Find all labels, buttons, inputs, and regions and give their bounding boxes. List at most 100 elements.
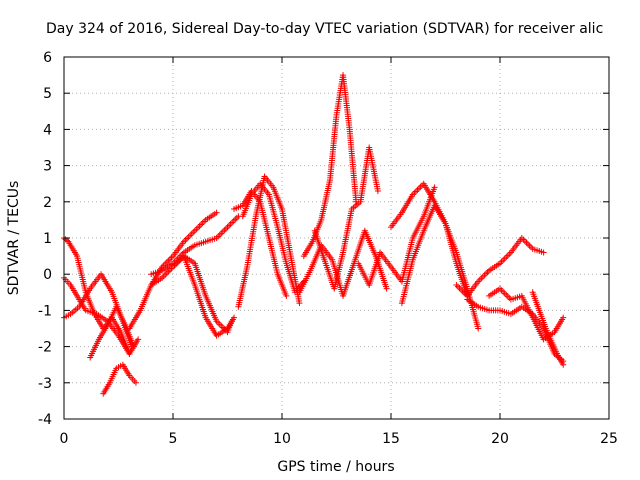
data-point	[506, 251, 513, 258]
data-point	[383, 285, 390, 292]
data-point	[501, 290, 508, 297]
data-point	[476, 276, 483, 283]
data-point	[193, 226, 200, 233]
data-point	[374, 187, 381, 194]
data-point	[216, 321, 223, 328]
data-point	[521, 238, 528, 245]
data-point	[160, 273, 167, 280]
series-track-8	[170, 253, 238, 339]
data-point	[453, 282, 460, 289]
y-tick-label: 4	[43, 122, 52, 138]
data-point	[475, 325, 482, 332]
data-point	[218, 230, 225, 237]
x-tick-label: 25	[600, 431, 618, 447]
data-point	[506, 294, 513, 301]
x-tick-label: 20	[491, 431, 509, 447]
y-tick-label: -2	[38, 340, 52, 356]
data-point	[196, 223, 203, 230]
y-tick-label: 5	[43, 86, 52, 102]
series-track-4	[100, 361, 139, 397]
y-tick-label: -3	[38, 376, 52, 392]
data-point	[481, 272, 488, 279]
data-point	[525, 241, 532, 248]
series-track-5	[87, 303, 137, 361]
data-marks	[61, 72, 567, 397]
y-tick-label: -4	[38, 412, 52, 428]
data-point	[503, 291, 510, 298]
data-point	[503, 254, 510, 261]
data-point	[526, 242, 533, 249]
data-point	[412, 188, 419, 195]
data-point	[411, 190, 418, 197]
series-track-19	[453, 235, 547, 299]
data-point	[454, 283, 461, 290]
data-point	[130, 343, 137, 350]
series-track-9	[148, 213, 242, 278]
data-point	[184, 235, 191, 242]
data-point	[191, 227, 198, 234]
data-point	[296, 300, 303, 307]
data-point	[283, 292, 290, 299]
data-point	[226, 222, 233, 229]
data-point	[504, 252, 511, 259]
data-point	[198, 221, 205, 228]
data-point	[232, 216, 239, 223]
data-point	[135, 336, 142, 343]
series-track-16	[355, 184, 438, 289]
data-point	[540, 249, 547, 256]
data-point	[227, 221, 234, 228]
data-point	[498, 258, 505, 265]
data-point	[201, 218, 208, 225]
data-point	[199, 220, 206, 227]
data-point	[414, 186, 421, 193]
data-point	[185, 233, 192, 240]
data-point	[484, 269, 491, 276]
data-point	[219, 228, 226, 235]
y-tick-label: 3	[43, 159, 52, 175]
data-point	[498, 287, 505, 294]
x-tick-label: 15	[382, 431, 400, 447]
y-tick-label: 1	[43, 231, 52, 247]
data-point	[523, 239, 530, 246]
series-track-13	[300, 72, 360, 260]
y-tick-label: -1	[38, 303, 52, 319]
data-point	[560, 361, 567, 368]
y-tick-label: 6	[43, 50, 52, 66]
data-point	[504, 293, 511, 300]
series-track-21	[486, 285, 567, 343]
data-point	[229, 219, 236, 226]
data-point	[132, 379, 139, 386]
data-point	[560, 314, 567, 321]
data-point	[431, 184, 438, 191]
data-point	[188, 230, 195, 237]
series-track-20	[464, 296, 567, 365]
data-point	[478, 275, 485, 282]
data-point	[230, 217, 237, 224]
y-axis-label: SDTVAR / TECUs	[6, 181, 22, 296]
data-point	[182, 237, 189, 244]
data-point	[216, 231, 223, 238]
data-point	[233, 214, 240, 221]
data-point	[500, 257, 507, 264]
data-point	[190, 229, 197, 236]
x-tick-label: 5	[169, 431, 178, 447]
data-point	[224, 224, 231, 231]
data-point	[213, 209, 220, 216]
x-tick-label: 10	[273, 431, 291, 447]
data-point	[162, 271, 169, 278]
y-tick-label: 0	[43, 267, 52, 283]
y-tick-label: 2	[43, 195, 52, 211]
data-point	[501, 255, 508, 262]
data-point	[482, 270, 489, 277]
data-point	[194, 224, 201, 231]
data-point	[417, 183, 424, 190]
axis-ticks: 0 5 10 15 20 25 -4 -3 -2 -1 0 1 2 3 4 5 6	[38, 50, 618, 447]
series-track-12	[231, 187, 290, 299]
x-axis-label: GPS time / hours	[277, 459, 394, 475]
series-track-22	[529, 289, 567, 368]
x-tick-label: 0	[60, 431, 69, 447]
data-point	[416, 185, 423, 192]
chart-title: Day 324 of 2016, Sidereal Day-to-day VTE…	[46, 21, 603, 37]
data-point	[221, 227, 228, 234]
